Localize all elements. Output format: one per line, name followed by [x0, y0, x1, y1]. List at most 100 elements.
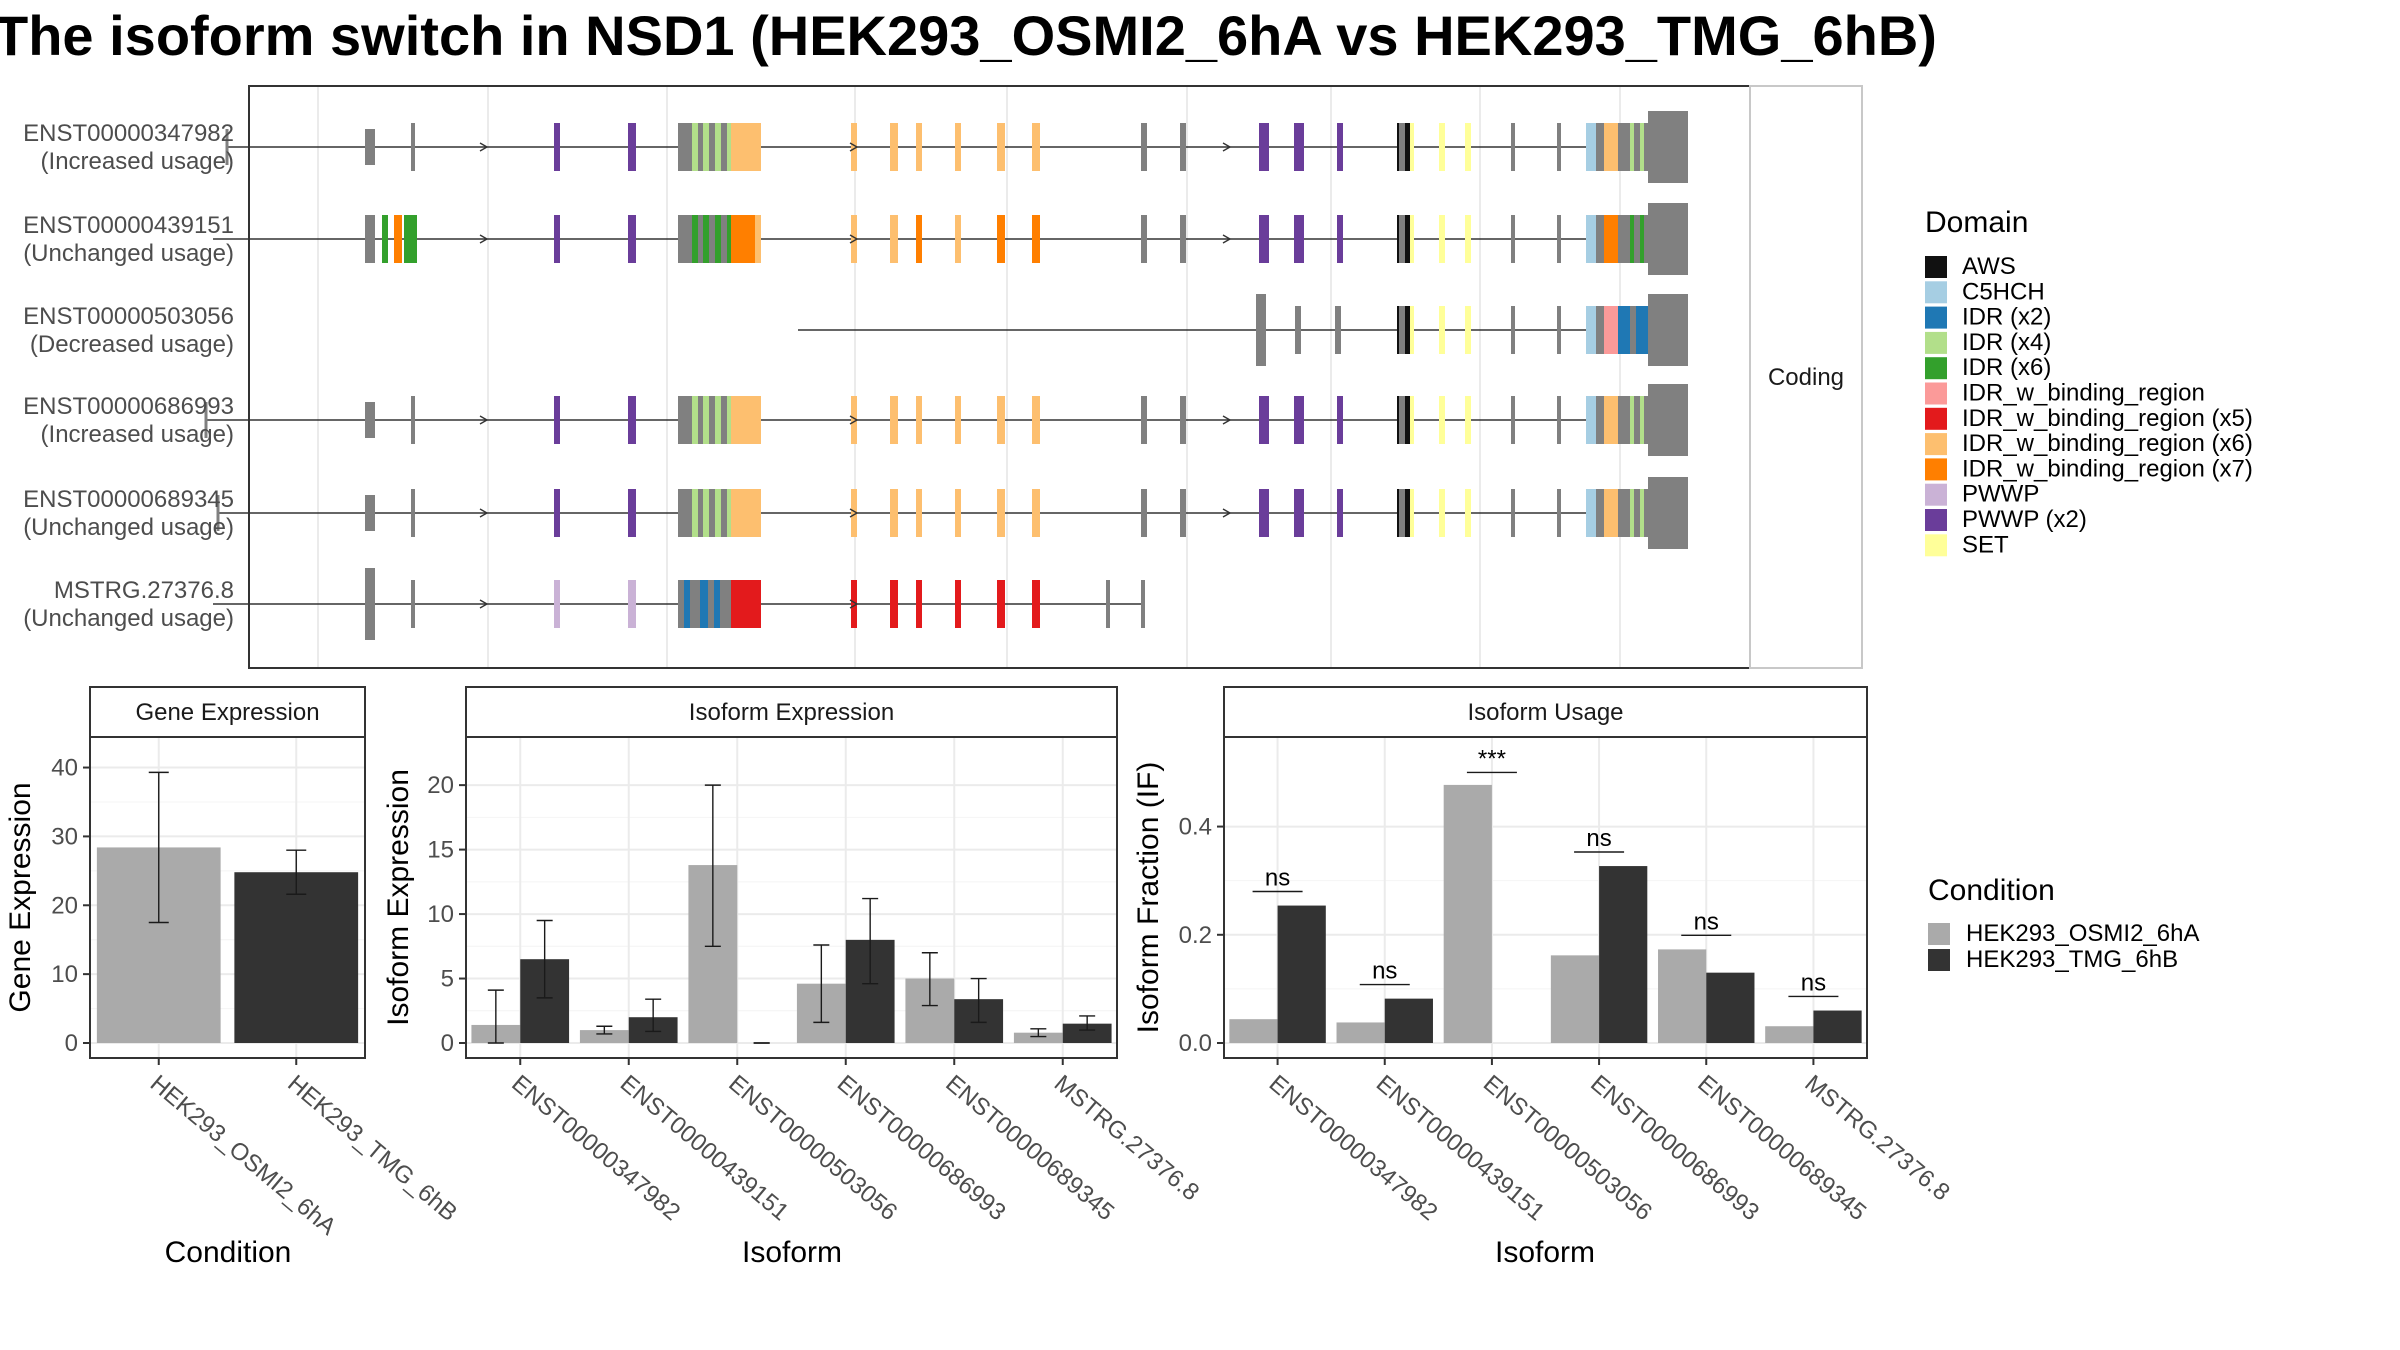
exon-segment	[692, 123, 698, 171]
exon-segment	[1618, 306, 1630, 354]
x-axis-title: Isoform	[1495, 1236, 1595, 1269]
exon-segment	[709, 123, 715, 171]
exon-segment	[684, 580, 690, 628]
exon-segment	[955, 215, 961, 263]
exon-segment	[628, 396, 636, 444]
exon-segment	[1410, 489, 1414, 537]
exon-segment	[411, 123, 415, 171]
exon-segment	[731, 123, 761, 171]
structure-facet-strip	[1749, 85, 1863, 669]
strand-arrow-icon	[1222, 142, 1232, 152]
exon-segment	[1511, 215, 1515, 263]
exon-segment	[1511, 306, 1515, 354]
isoform-label-usage: (Unchanged usage)	[23, 240, 234, 267]
exon-segment	[1586, 489, 1596, 537]
domain-legend-swatch	[1925, 281, 1947, 304]
chart-bar	[1550, 955, 1600, 1043]
strand-arrow-icon	[1222, 508, 1232, 518]
exon-segment	[890, 396, 898, 444]
exon-segment	[692, 396, 698, 444]
strand-arrow-icon	[849, 234, 859, 244]
isoform-label-usage: (Unchanged usage)	[23, 514, 234, 541]
exon-segment	[731, 215, 755, 263]
exon-segment	[1557, 215, 1561, 263]
y-tick-label: 20	[51, 892, 78, 919]
exon-segment	[1465, 306, 1471, 354]
exon-segment	[692, 215, 698, 263]
exon-segment	[365, 495, 375, 531]
figure-title: The isoform switch in NSD1 (HEK293_OSMI2…	[0, 4, 1937, 67]
exon-segment	[1410, 123, 1414, 171]
exon-segment	[1399, 123, 1405, 171]
exon-segment	[916, 123, 922, 171]
x-axis-title: Condition	[165, 1236, 292, 1269]
exon-segment	[1604, 306, 1618, 354]
exon-segment	[678, 396, 692, 444]
exon-segment	[1557, 306, 1561, 354]
chart-bar	[1443, 784, 1492, 1043]
exon-segment	[1557, 396, 1561, 444]
exon-segment	[715, 396, 721, 444]
exon-segment	[955, 580, 961, 628]
domain-legend-label: AWS	[1962, 253, 2016, 280]
exon-segment	[1596, 123, 1604, 171]
exon-segment	[1399, 306, 1405, 354]
exon-segment	[1636, 306, 1648, 354]
exon-segment	[1106, 580, 1110, 628]
isoform-label-id: ENST00000439151	[23, 212, 234, 239]
domain-legend-swatch	[1925, 509, 1947, 531]
domain-legend-swatch	[1925, 331, 1947, 354]
exon-segment	[916, 396, 922, 444]
x-axis-title: Isoform	[742, 1236, 842, 1269]
exon-segment	[365, 402, 375, 438]
domain-legend-swatch	[1925, 458, 1947, 481]
exon-segment	[715, 123, 721, 171]
exon-segment	[1586, 396, 1596, 444]
condition-legend-label: HEK293_TMG_6hB	[1966, 946, 2178, 973]
exon-segment	[997, 489, 1005, 537]
strand-arrow-icon	[849, 415, 859, 425]
exon-segment	[1439, 123, 1445, 171]
exon-segment	[1410, 306, 1414, 354]
strand-arrow-icon	[479, 142, 489, 152]
exon-segment	[727, 123, 731, 171]
domain-legend-swatch	[1925, 534, 1947, 557]
exon-segment	[1399, 489, 1405, 537]
exon-segment	[1630, 489, 1634, 537]
chart-strip	[89, 686, 366, 738]
exon-segment	[1634, 123, 1640, 171]
exon-segment	[1180, 396, 1186, 444]
exon-segment	[997, 580, 1005, 628]
chart-bar	[1013, 1032, 1063, 1043]
expression-charts: Gene Expression010203040HEK293_OSMI2_6hA…	[4, 686, 1955, 1269]
domain-legend-label: IDR_w_binding_region	[1962, 380, 2205, 407]
y-tick-label: 5	[441, 966, 454, 993]
exon-segment	[851, 123, 857, 171]
y-tick-label: 0	[441, 1030, 454, 1057]
exon-segment	[1511, 489, 1515, 537]
exon-segment	[1180, 123, 1186, 171]
y-axis-title: Isoform Expression	[382, 769, 415, 1026]
exon-segment	[678, 489, 692, 537]
exon-segment	[1511, 123, 1515, 171]
exon-segment	[851, 215, 857, 263]
domain-legend-swatch	[1925, 407, 1947, 430]
domain-legend-label: IDR (x6)	[1962, 354, 2051, 381]
significance-label: ns	[1372, 958, 1397, 985]
exon-segment	[703, 489, 709, 537]
exon-segment	[700, 580, 708, 628]
exon-segment	[721, 123, 727, 171]
exon-segment	[703, 215, 709, 263]
exon-segment	[698, 123, 703, 171]
domain-legend-label: SET	[1962, 531, 2009, 558]
condition-legend-swatch	[1928, 949, 1950, 971]
chart-bar	[1658, 949, 1707, 1043]
strand-arrow-icon	[479, 599, 489, 609]
exon-segment	[698, 396, 703, 444]
exon-segment	[1294, 396, 1304, 444]
exon-segment	[1410, 396, 1414, 444]
exon-segment	[715, 489, 721, 537]
exon-segment	[731, 489, 761, 537]
exon-segment	[1465, 123, 1471, 171]
